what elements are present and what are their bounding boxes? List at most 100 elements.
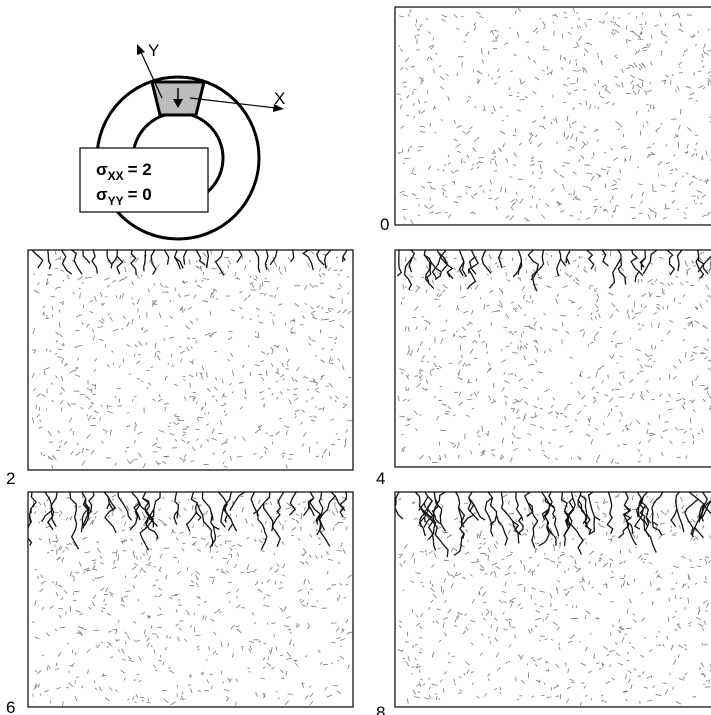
microcrack: [454, 14, 458, 18]
microcrack: [211, 686, 212, 689]
microcrack: [607, 170, 608, 175]
microcrack: [675, 277, 678, 278]
macrocrack: [671, 492, 679, 526]
microcrack: [295, 379, 297, 382]
microcrack: [540, 327, 542, 330]
microcrack: [412, 667, 415, 668]
microcrack: [622, 69, 624, 73]
microcrack: [702, 195, 706, 198]
microcrack: [638, 555, 642, 559]
microcrack: [39, 538, 42, 540]
microcrack: [266, 594, 270, 596]
microcrack: [565, 426, 570, 428]
microcrack: [406, 68, 408, 70]
microcrack: [403, 82, 407, 83]
microcrack: [151, 645, 152, 647]
microcrack: [107, 643, 111, 644]
microcrack: [492, 153, 497, 154]
microcrack: [56, 376, 58, 379]
microcrack: [496, 653, 499, 657]
microcrack: [73, 431, 74, 435]
microcrack: [578, 391, 580, 394]
microcrack: [274, 634, 275, 637]
microcrack: [273, 320, 274, 325]
microcrack: [339, 595, 341, 599]
microcrack: [506, 346, 510, 347]
microcrack: [679, 525, 680, 528]
macrocrack: [144, 250, 146, 271]
microcrack: [528, 569, 530, 573]
microcrack: [430, 186, 431, 189]
microcrack: [494, 544, 497, 549]
microcrack: [709, 268, 710, 273]
microcrack: [656, 570, 658, 573]
microcrack: [310, 535, 312, 538]
microcrack: [415, 658, 417, 660]
microcrack: [507, 280, 511, 282]
microcrack: [506, 314, 509, 319]
microcrack: [344, 444, 346, 448]
panel: 6: [6, 492, 353, 715]
microcrack: [535, 77, 539, 80]
microcrack: [143, 570, 147, 573]
microcrack: [452, 182, 455, 183]
microcrack: [524, 387, 528, 388]
microcrack: [599, 593, 602, 594]
microcrack: [424, 101, 426, 103]
microcrack: [217, 609, 220, 612]
microcrack: [415, 25, 417, 27]
microcrack: [641, 305, 642, 308]
microcrack: [125, 267, 126, 272]
figure: Y X σXX= 2 σYY= 0 02468: [0, 0, 711, 715]
microcrack: [454, 120, 455, 124]
macrocrack: [424, 497, 428, 508]
microcrack: [517, 92, 519, 93]
microcrack: [60, 586, 63, 588]
microcrack: [195, 429, 199, 430]
microcrack: [177, 684, 178, 687]
microcrack: [682, 556, 686, 558]
microcrack: [610, 577, 614, 578]
microcrack: [235, 564, 237, 568]
microcrack: [203, 301, 208, 302]
microcrack: [261, 678, 265, 680]
microcrack: [197, 596, 199, 598]
microcrack: [307, 389, 309, 391]
microcrack: [708, 29, 709, 31]
microcrack: [136, 361, 140, 364]
microcrack: [262, 281, 263, 287]
microcrack: [640, 395, 644, 400]
microcrack: [514, 308, 517, 310]
microcrack: [295, 416, 296, 418]
microcrack: [141, 612, 145, 614]
microcrack: [513, 409, 515, 412]
microcrack: [659, 257, 663, 259]
microcrack: [239, 382, 244, 383]
microcrack: [91, 450, 95, 454]
microcrack: [658, 588, 661, 590]
microcrack: [108, 364, 110, 367]
microcrack: [159, 508, 161, 510]
microcrack: [397, 94, 401, 95]
microcrack: [443, 622, 444, 628]
microcrack: [705, 556, 709, 557]
microcrack: [622, 429, 624, 431]
microcrack: [573, 47, 577, 48]
microcrack: [337, 637, 341, 638]
microcrack: [311, 251, 313, 254]
microcrack: [336, 396, 339, 399]
microcrack: [72, 576, 74, 577]
microcrack: [86, 277, 88, 279]
microcrack: [658, 323, 659, 328]
microcrack: [541, 524, 545, 528]
microcrack: [428, 678, 430, 680]
microcrack: [316, 529, 317, 531]
microcrack: [488, 74, 489, 76]
microcrack: [52, 582, 54, 584]
microcrack: [677, 13, 680, 18]
microcrack: [512, 598, 516, 600]
microcrack: [438, 699, 440, 700]
microcrack: [685, 263, 688, 267]
macrocrack: [340, 492, 347, 517]
microcrack: [506, 402, 507, 406]
